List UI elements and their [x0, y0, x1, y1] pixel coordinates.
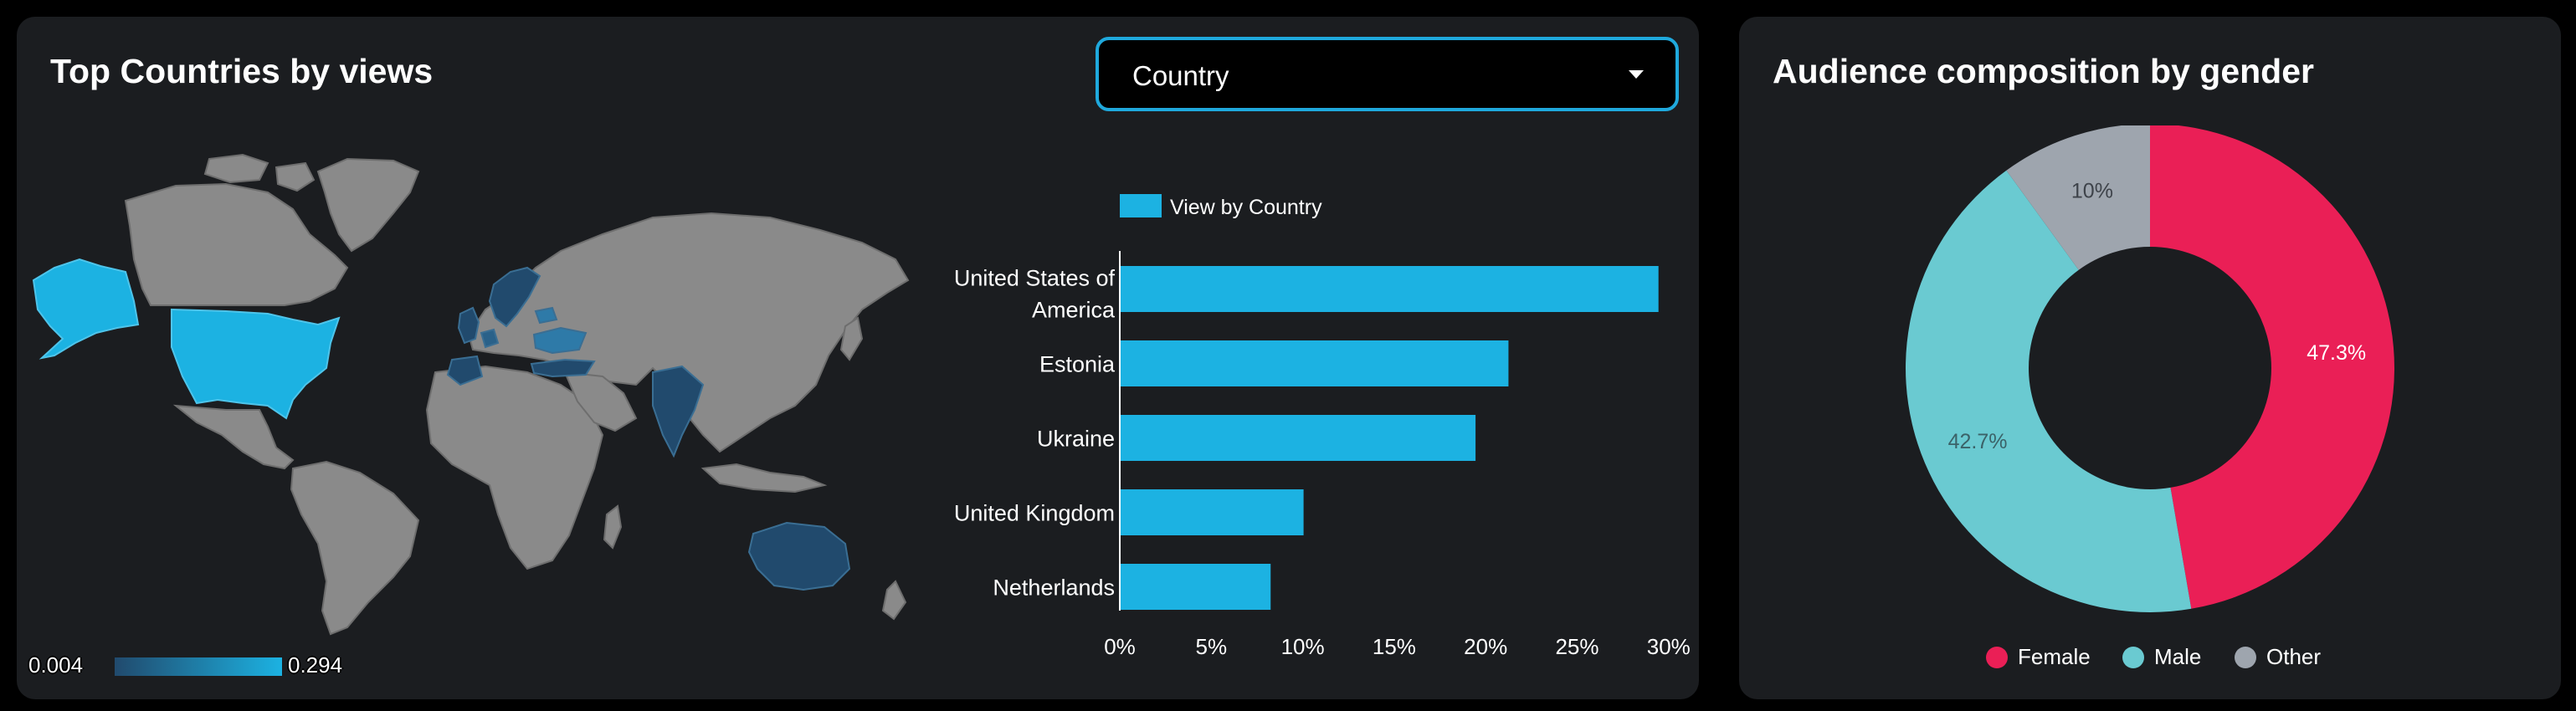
- x-tick-5: 25%: [1555, 634, 1598, 659]
- x-tick-4: 20%: [1464, 634, 1507, 659]
- map-land-greenland: [316, 157, 420, 253]
- dimension-dropdown[interactable]: Country: [1096, 37, 1679, 111]
- map-land-south-america: [290, 460, 420, 636]
- bar-1: [1121, 340, 1509, 386]
- map-country-norway-sweden[interactable]: [488, 266, 541, 328]
- map-land-madagascar: [603, 504, 623, 550]
- map-land-canada: [124, 182, 349, 306]
- map-country-india[interactable]: [652, 365, 705, 458]
- x-tick-1: 5%: [1196, 634, 1228, 659]
- views-by-country-bar-chart: View by Country United States of America Es…: [954, 194, 1691, 659]
- x-tick-0: 0%: [1104, 634, 1136, 659]
- donut-label-male: 42.7%: [1948, 430, 2008, 453]
- bar-label-0-line1: United States of: [954, 266, 1116, 291]
- bar-4: [1121, 564, 1271, 610]
- legend-gradient-bar: [115, 657, 282, 676]
- map-panel-title: Top Countries by views: [50, 52, 434, 90]
- map-land-canada-islands: [203, 153, 316, 192]
- x-tick-3: 15%: [1373, 634, 1416, 659]
- map-country-usa[interactable]: [171, 308, 341, 420]
- dropdown-value: Country: [1132, 60, 1229, 91]
- donut-label-other: 10%: [2071, 179, 2113, 202]
- bar-label-1: Estonia: [1039, 352, 1116, 377]
- donut-slice-female: [2150, 125, 2394, 609]
- bar-2: [1121, 415, 1476, 461]
- gender-donut-chart: 47.3% 42.7% 10%: [1906, 125, 2394, 612]
- bar-legend-swatch: [1120, 194, 1162, 217]
- female-swatch-icon: [1986, 647, 2008, 668]
- legend-label-male: Male: [2154, 644, 2202, 669]
- legend-label-female: Female: [2018, 644, 2091, 669]
- donut-slice-other: [2006, 125, 2150, 270]
- map-country-alaska[interactable]: [32, 258, 140, 360]
- bar-label-4: Netherlands: [993, 575, 1115, 601]
- bar-3: [1121, 489, 1304, 535]
- x-tick-2: 10%: [1281, 634, 1325, 659]
- map-country-uk[interactable]: [457, 306, 480, 345]
- legend-min-value: 0.004: [28, 652, 84, 678]
- map-country-ukraine[interactable]: [532, 326, 588, 355]
- map-land-japan: [839, 316, 864, 361]
- x-tick-6: 30%: [1647, 634, 1691, 659]
- map-country-netherlands[interactable]: [480, 328, 500, 349]
- map-country-australia[interactable]: [747, 521, 851, 591]
- bar-label-3: United Kingdom: [954, 501, 1115, 526]
- bar-legend-label: View by Country: [1170, 196, 1322, 219]
- gender-panel: Audience composition by gender 47.3% 42.7…: [1739, 17, 2561, 699]
- donut-label-female: 47.3%: [2307, 341, 2366, 365]
- bar-0: [1121, 266, 1659, 312]
- map-land-mexico: [172, 404, 295, 470]
- map-land-arabia: [563, 371, 638, 432]
- map-land-indonesia: [700, 463, 828, 494]
- donut-slice-male: [1906, 170, 2192, 612]
- top-countries-panel: Top Countries by views Country: [17, 17, 1699, 699]
- map-country-estonia[interactable]: [534, 306, 558, 325]
- legend-label-other: Other: [2266, 644, 2322, 669]
- bar-label-2: Ukraine: [1037, 427, 1115, 452]
- map-land-new-zealand: [881, 580, 907, 621]
- map-country-turkey[interactable]: [530, 358, 596, 378]
- other-swatch-icon: [2235, 647, 2256, 668]
- gender-panel-title: Audience composition by gender: [1773, 52, 2314, 90]
- map-country-iberia[interactable]: [446, 355, 484, 386]
- male-swatch-icon: [2122, 647, 2144, 668]
- world-map[interactable]: [17, 134, 921, 636]
- legend-max-value: 0.294: [288, 652, 343, 678]
- map-land-africa: [425, 365, 604, 570]
- bar-label-0-line2: America: [1032, 298, 1116, 323]
- caret-down-icon: [1629, 70, 1644, 79]
